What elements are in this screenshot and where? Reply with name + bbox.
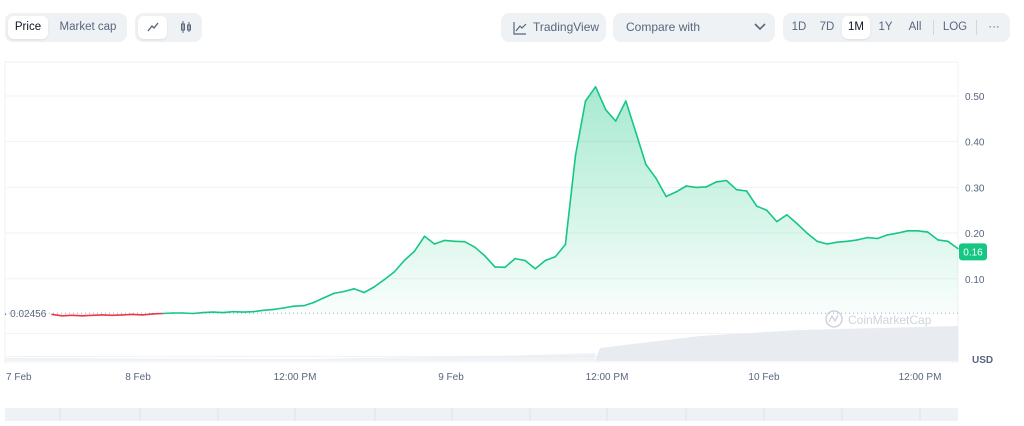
line-chart-icon — [146, 20, 160, 34]
price-line-segment — [213, 312, 223, 313]
unit-label: USD — [972, 355, 993, 366]
compare-with-select[interactable]: Compare with — [613, 13, 775, 42]
y-tick-label: 0.10 — [965, 275, 985, 286]
x-tick-label: 12:00 PM — [274, 372, 317, 383]
tradingview-label: TradingView — [533, 13, 599, 42]
x-tick-label: 12:00 PM — [899, 372, 942, 383]
price-line-segment — [193, 313, 203, 314]
range-1m[interactable]: 1M — [842, 16, 870, 39]
price-line-segment — [445, 240, 455, 241]
x-tick-label: 12:00 PM — [586, 372, 629, 383]
price-line-segment — [72, 315, 82, 316]
price-line-segment — [294, 306, 304, 307]
price-line-segment — [223, 312, 233, 313]
x-tick-label: 9 Feb — [438, 372, 464, 383]
price-line-segment — [163, 313, 173, 314]
tab-market-cap[interactable]: Market cap — [52, 16, 124, 39]
y-tick-label: 0.40 — [965, 138, 985, 149]
x-tick-label: 8 Feb — [125, 372, 151, 383]
compare-with-label: Compare with — [626, 13, 700, 42]
price-line-segment — [263, 309, 273, 310]
tradingview-icon — [513, 21, 527, 35]
price-line-segment — [837, 241, 847, 242]
watermark-text: CoinMarketCap — [848, 313, 932, 327]
chart-svg: 0.10 0.20 0.30 0.40 0.50 · 0.02456 7 Feb 8 Feb 1… — [0, 56, 1024, 421]
price-line-segment — [62, 315, 72, 316]
tradingview-button[interactable]: TradingView — [501, 13, 606, 42]
x-tick-label: 10 Feb — [748, 372, 780, 383]
range-7d[interactable]: 7D — [814, 16, 840, 39]
view-tab-group: Price Market cap — [5, 13, 127, 42]
chevron-down-icon — [754, 23, 766, 31]
y-tick-label: 0.20 — [965, 229, 985, 240]
coinmarketcap-logo-mark — [829, 315, 838, 322]
price-line-segment — [123, 314, 133, 315]
price-area-fill — [52, 87, 958, 316]
plot-frame — [5, 62, 958, 362]
price-line-segment — [183, 313, 193, 314]
log-toggle[interactable]: LOG — [938, 16, 972, 39]
y-tick-label: 0.30 — [965, 183, 985, 194]
line-chart-button[interactable] — [138, 16, 167, 39]
y-tick-label: 0.50 — [965, 92, 985, 103]
price-line-segment — [867, 238, 877, 239]
reference-line-label: · 0.02456 — [4, 309, 47, 320]
volume-area — [5, 353, 595, 361]
more-options-button[interactable]: ··· — [981, 16, 1007, 39]
chart-toolbar: Price Market cap TradingView Compare wit… — [0, 0, 1024, 56]
x-tick-label: 7 Feb — [6, 372, 32, 383]
candlestick-button[interactable] — [171, 16, 200, 39]
range-1y[interactable]: 1Y — [872, 16, 899, 39]
chart-style-group — [135, 13, 202, 42]
price-line-segment — [203, 312, 213, 313]
price-line-segment — [696, 187, 706, 188]
price-chart: 0.10 0.20 0.30 0.40 0.50 · 0.02456 7 Feb 8 Feb 1… — [0, 56, 1024, 426]
candlestick-icon — [179, 20, 193, 34]
price-line-segment — [133, 314, 143, 315]
range-all[interactable]: All — [901, 16, 929, 39]
volume-area — [5, 326, 958, 361]
range-group: 1D 7D 1M 1Y All LOG ··· — [783, 13, 1010, 42]
range-divider — [976, 20, 977, 35]
price-line-segment — [82, 315, 92, 316]
range-1d[interactable]: 1D — [786, 16, 812, 39]
range-divider — [933, 20, 934, 35]
range-navigator — [5, 408, 958, 421]
tab-price[interactable]: Price — [8, 16, 48, 39]
price-line-segment — [143, 314, 153, 315]
current-price-label: 0.16 — [963, 247, 983, 258]
